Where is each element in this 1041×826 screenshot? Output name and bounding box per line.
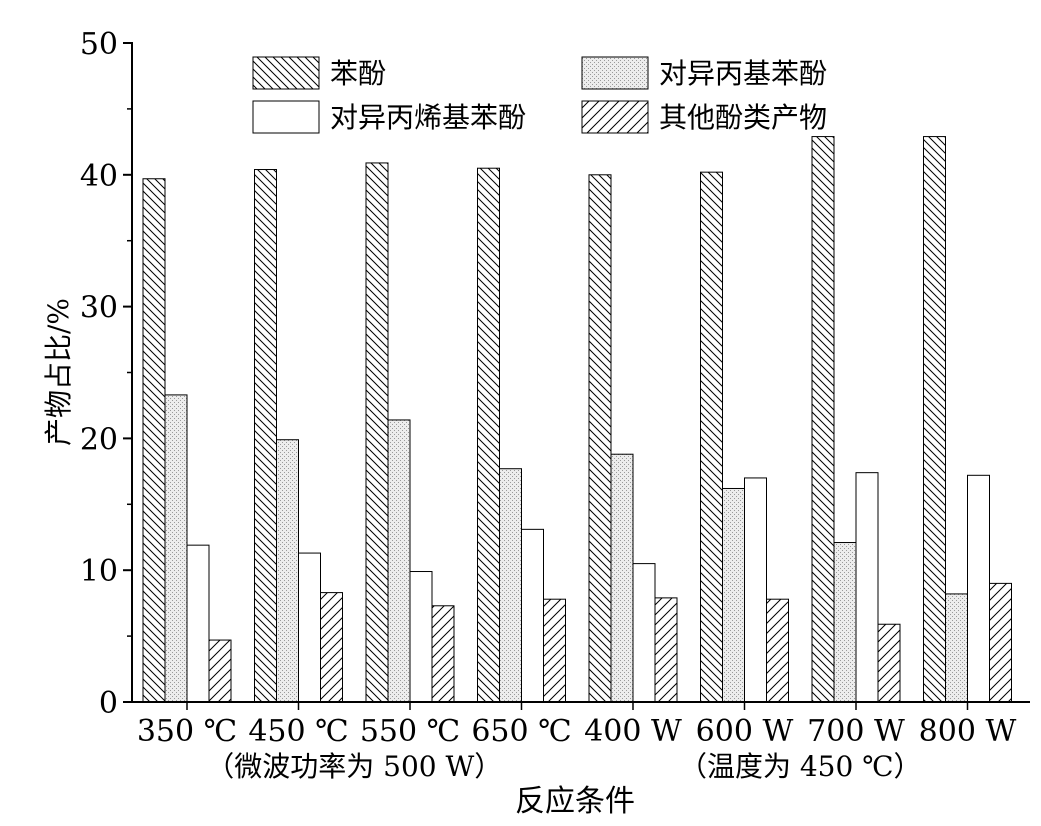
bar-1-7 <box>811 136 835 703</box>
x-tick-label: 400 W <box>584 714 682 749</box>
bar-3-6 <box>744 477 767 703</box>
bar-4-8 <box>989 582 1012 703</box>
bar-3-8 <box>967 474 990 703</box>
bar-3-4 <box>521 528 544 703</box>
y-tick-label: 50 <box>80 27 118 62</box>
y-tick-label: 40 <box>80 159 118 194</box>
bar-1-2 <box>254 169 277 703</box>
bar-4-2 <box>320 592 343 703</box>
x-tick-label: 450 ℃ <box>248 714 348 749</box>
bar-2-8 <box>945 593 968 703</box>
bar-1-5 <box>588 174 612 703</box>
y-tick-label: 0 <box>99 686 118 721</box>
bar-1-1 <box>142 178 166 703</box>
legend-label-4: 其他酚类产物 <box>659 101 827 134</box>
x-tick-label: 700 W <box>807 714 905 749</box>
x-tick-label: 600 W <box>696 714 794 749</box>
bar-4-4 <box>543 598 566 703</box>
bar-4-1 <box>208 639 232 703</box>
legend-swatch-1 <box>252 56 320 90</box>
bar-1-8 <box>923 136 946 703</box>
bar-4-3 <box>431 605 455 703</box>
x-axis-label: 反应条件 <box>515 784 635 819</box>
bar-4-5 <box>654 597 678 703</box>
x-tick-label: 550 ℃ <box>360 714 460 749</box>
bar-1-3 <box>365 162 389 703</box>
bar-4-7 <box>877 623 901 703</box>
bar-2-1 <box>164 394 188 703</box>
x-tick-label: 350 ℃ <box>137 714 237 749</box>
bar-3-3 <box>409 571 433 703</box>
bar-3-1 <box>186 544 210 703</box>
bar-4-6 <box>766 598 789 703</box>
bar-1-6 <box>700 171 723 703</box>
y-tick-label: 30 <box>80 291 118 326</box>
group-label-1: （微波功率为 500 W） <box>206 750 502 783</box>
bar-3-2 <box>298 552 321 703</box>
bar-2-6 <box>722 487 745 703</box>
bar-3-5 <box>632 563 656 703</box>
legend-swatch-2 <box>581 56 649 90</box>
x-tick-label: 650 ℃ <box>471 714 571 749</box>
bars-layer <box>142 136 1012 703</box>
x-tick-label: 800 W <box>919 714 1017 749</box>
legend-label-2: 对异丙基苯酚 <box>659 57 827 90</box>
y-tick-label: 20 <box>80 422 118 457</box>
bar-2-3 <box>387 419 411 703</box>
bar-2-7 <box>833 542 857 703</box>
bar-1-4 <box>477 167 500 703</box>
legend-label-1: 苯酚 <box>330 57 386 90</box>
bar-3-7 <box>855 472 879 703</box>
group-label-2: （温度为 450 ℃） <box>679 750 922 783</box>
y-axis-label: 产物占比/% <box>42 298 75 446</box>
y-tick-label: 10 <box>80 554 118 589</box>
bar-2-2 <box>276 439 299 703</box>
legend-label-3: 对异丙烯基苯酚 <box>330 101 526 134</box>
bar-2-4 <box>499 468 522 703</box>
axes-layer: 0 10 20 30 40 50 350 ℃ 450 ℃ 550 ℃ 650 ℃ 400 W 600 … <box>80 27 1030 783</box>
legend-swatch-3 <box>252 100 320 134</box>
legend-swatch-4 <box>581 100 649 134</box>
bar-2-5 <box>610 453 634 703</box>
